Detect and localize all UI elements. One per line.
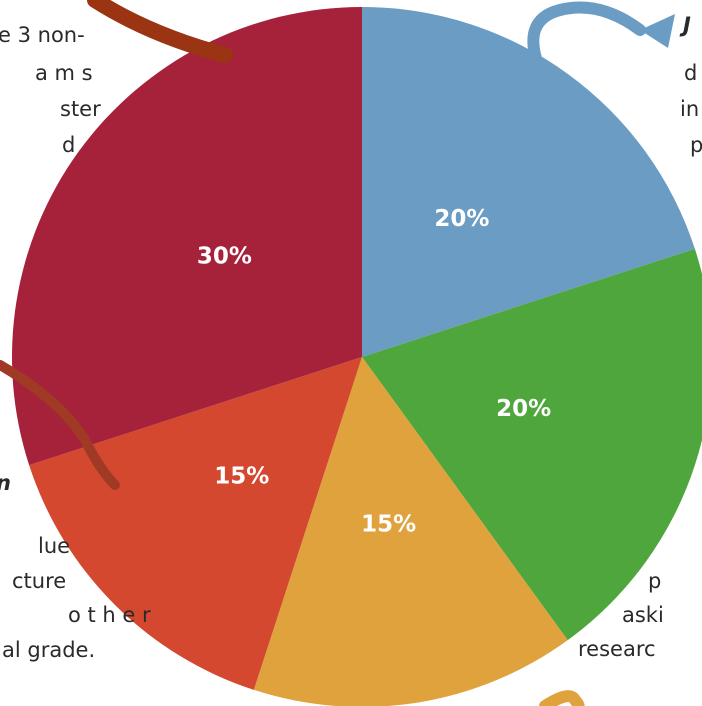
annotation: e 3 non- xyxy=(0,23,85,47)
pie-slice xyxy=(11,7,363,466)
pie xyxy=(11,7,702,706)
pie-slice xyxy=(362,248,702,641)
annotation: d xyxy=(684,61,697,85)
annotation: lue xyxy=(38,534,70,558)
pie-slice xyxy=(29,357,362,690)
annotation: al grade. xyxy=(2,638,95,662)
annotation: ster xyxy=(60,97,101,121)
arrow xyxy=(539,690,585,706)
annotations: e 3 non-a m ssterdJdinpnluectureo t h e … xyxy=(0,13,702,662)
arrow xyxy=(527,1,646,76)
slice-label: 30% xyxy=(197,244,252,270)
annotation: cture xyxy=(12,569,66,593)
slice-label: 20% xyxy=(496,396,551,422)
arrow-head xyxy=(640,14,675,48)
annotation: a m s xyxy=(35,61,93,85)
slice-label: 15% xyxy=(214,464,269,490)
annotation: J xyxy=(679,13,691,37)
slice-label: 15% xyxy=(361,511,416,537)
slice-label: 20% xyxy=(434,206,489,232)
annotation: p xyxy=(690,133,702,157)
arrow xyxy=(0,360,120,490)
arrow xyxy=(87,0,233,63)
annotation: researc xyxy=(578,637,656,661)
pie-slice xyxy=(362,7,695,357)
annotation: in xyxy=(680,97,699,121)
annotation: n xyxy=(0,471,11,495)
annotation: o t h e r xyxy=(68,603,151,627)
annotation: aski xyxy=(622,603,664,627)
slice-labels: 20% 20% 15% 15% 30% xyxy=(197,206,551,537)
annotation: d xyxy=(62,133,75,157)
annotation: p xyxy=(648,569,661,593)
pie-slice xyxy=(253,357,568,706)
